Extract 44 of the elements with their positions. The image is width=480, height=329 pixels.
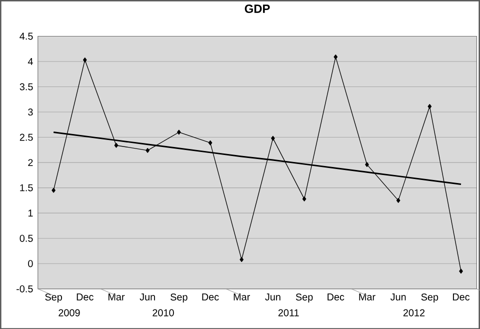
x-tick-label: Jun	[265, 293, 280, 300]
x-tick-label: Dec	[328, 293, 344, 300]
point	[365, 162, 369, 167]
x-tick-label: Mar	[234, 293, 250, 300]
point	[52, 188, 56, 193]
point	[334, 54, 338, 60]
point	[302, 196, 306, 202]
point	[208, 140, 212, 146]
x-tick-label: Sep	[45, 293, 62, 302]
y-tick-label: 0.5	[20, 234, 33, 242]
point	[114, 142, 118, 148]
y-tick-label: 0	[28, 260, 33, 267]
x-tick-label: Mar	[108, 293, 125, 300]
point	[271, 136, 275, 141]
text: 2011	[278, 309, 299, 316]
x-tick-label: Sep	[296, 293, 313, 302]
x-tick-label: Dec	[76, 293, 94, 300]
x-tick-label: Sep	[421, 293, 438, 302]
text: 2010	[152, 309, 174, 316]
y-tick-label: 4.5	[20, 32, 33, 40]
point	[82, 57, 87, 62]
point	[177, 130, 181, 134]
y-tick-label: 1	[28, 209, 33, 216]
chart-title: GDP	[244, 4, 270, 13]
x-tick-label: Jun	[140, 293, 155, 300]
y-tick-label: 3	[28, 108, 33, 116]
y-tick-label: -0.5	[16, 285, 33, 292]
y-tick-label: 2	[28, 158, 33, 166]
x-tick-label: Jun	[390, 293, 406, 300]
x-tick-label: Dec	[202, 293, 219, 300]
x-tick-label: Dec	[452, 293, 470, 300]
x-tick-label: Mar	[359, 293, 376, 300]
y-tick-label: 2.5	[20, 134, 33, 141]
y-tick-label: 3.5	[20, 83, 33, 90]
point	[459, 268, 463, 274]
point	[428, 104, 432, 109]
point	[146, 148, 150, 153]
y-tick-label: 1.5	[20, 184, 33, 192]
text: 2009	[58, 309, 80, 316]
text: 2012	[403, 309, 425, 316]
point	[396, 198, 400, 203]
y-tick-label: 4	[28, 58, 33, 65]
point	[240, 256, 244, 262]
x-tick-label: Sep	[170, 293, 188, 302]
